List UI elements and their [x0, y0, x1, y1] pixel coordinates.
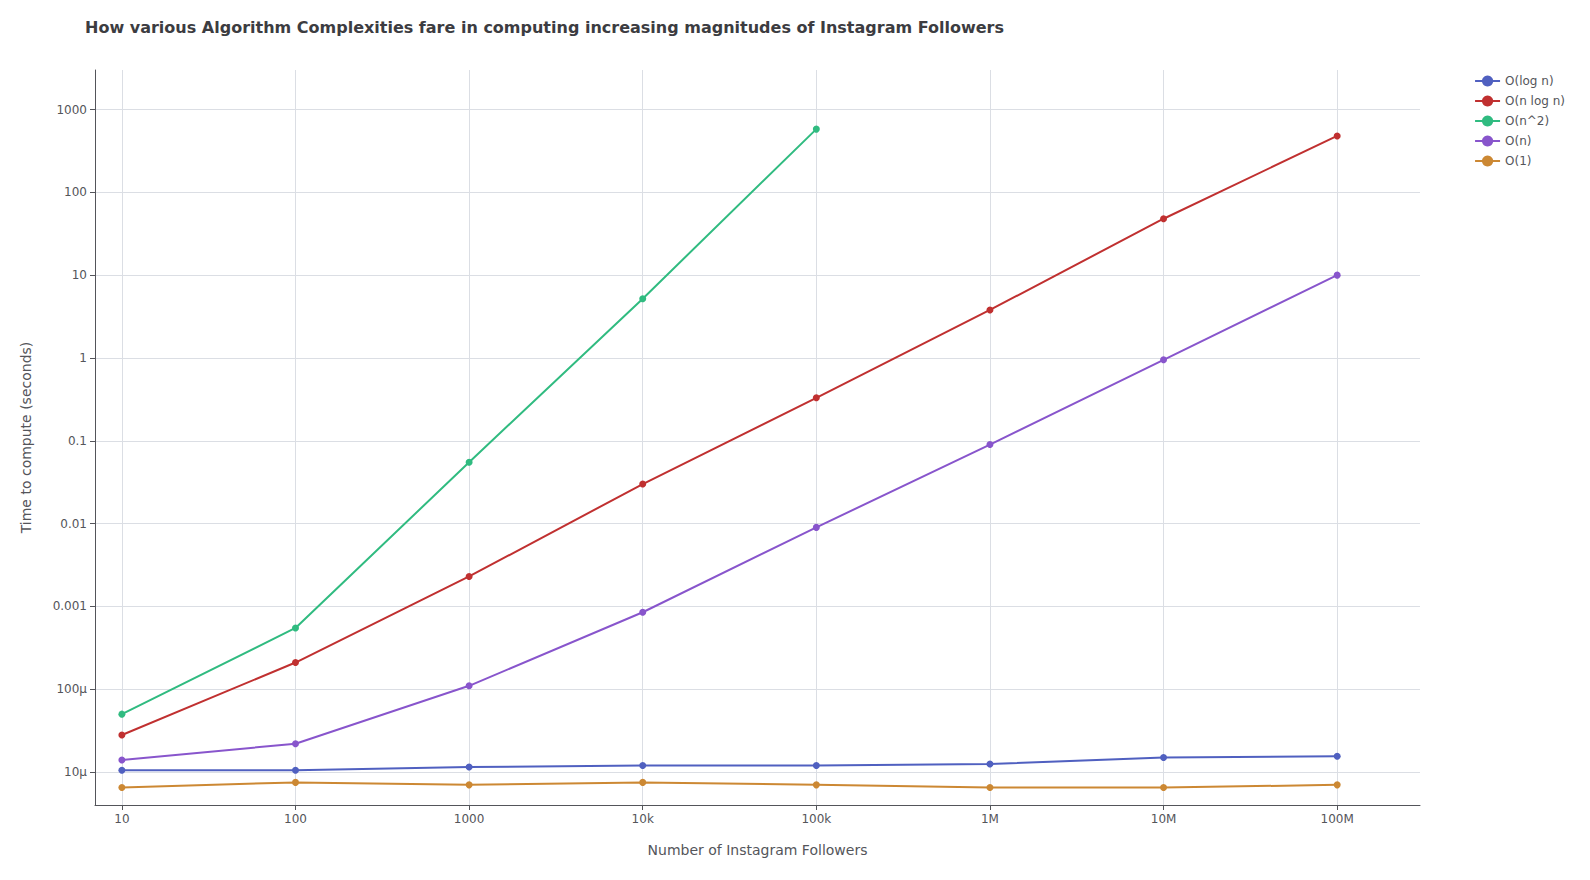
svg-text:10: 10 [72, 268, 87, 282]
svg-text:100: 100 [284, 812, 307, 826]
svg-text:1: 1 [79, 351, 87, 365]
svg-text:O(n): O(n) [1505, 134, 1531, 148]
svg-text:0.01: 0.01 [60, 517, 87, 531]
svg-text:1000: 1000 [56, 103, 87, 117]
svg-text:100M: 100M [1321, 812, 1354, 826]
svg-text:10M: 10M [1151, 812, 1177, 826]
svg-text:O(1): O(1) [1505, 154, 1531, 168]
svg-text:100μ: 100μ [56, 682, 87, 696]
svg-text:O(n log n): O(n log n) [1505, 94, 1565, 108]
svg-text:10μ: 10μ [64, 765, 87, 779]
svg-text:0.001: 0.001 [53, 599, 87, 613]
svg-text:100: 100 [64, 185, 87, 199]
svg-text:Number of Instagram Followers: Number of Instagram Followers [648, 842, 868, 858]
svg-text:O(log n): O(log n) [1505, 74, 1554, 88]
svg-text:O(n^2): O(n^2) [1505, 114, 1549, 128]
svg-text:1000: 1000 [454, 812, 485, 826]
svg-text:How various Algorithm Complexi: How various Algorithm Complexities fare … [85, 18, 1004, 37]
svg-text:10k: 10k [632, 812, 654, 826]
svg-text:1M: 1M [981, 812, 999, 826]
svg-text:10: 10 [114, 812, 129, 826]
svg-text:Time to compute (seconds): Time to compute (seconds) [18, 342, 34, 535]
svg-text:0.1: 0.1 [68, 434, 87, 448]
svg-text:100k: 100k [801, 812, 831, 826]
